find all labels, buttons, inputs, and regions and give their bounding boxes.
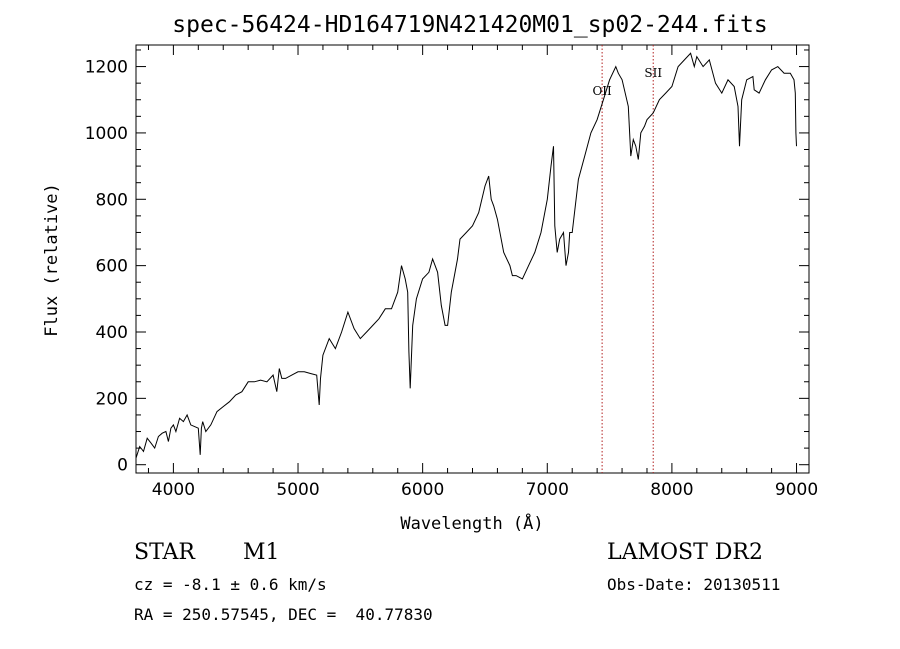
x-axis-label: Wavelength (Å)	[400, 512, 543, 534]
x-tick-label: 4000	[152, 480, 195, 500]
x-tick-label: 9000	[775, 480, 818, 500]
spectrum-line	[135, 52, 797, 459]
y-tick-label: 1000	[85, 124, 128, 144]
observation-date: Obs-Date: 20130511	[607, 575, 781, 594]
emission-line-label: OII	[592, 84, 612, 98]
coordinates: RA = 250.57545, DEC = 40.77830	[134, 605, 433, 624]
object-subclass: M1	[243, 540, 280, 565]
chart-title: spec-56424-HD164719N421420M01_sp02-244.f…	[172, 12, 767, 38]
redshift-cz: cz = -8.1 ± 0.6 km/s	[134, 575, 327, 594]
x-tick-label: 6000	[401, 480, 444, 500]
x-tick-label: 8000	[650, 480, 693, 500]
y-tick-label: 800	[96, 190, 128, 210]
y-tick-label: 1200	[85, 58, 128, 78]
y-tick-label: 600	[96, 257, 128, 277]
survey-name: LAMOST DR2	[607, 540, 763, 565]
plot-frame	[135, 44, 810, 474]
x-axis-ticks: 4000 5000 6000 7000 8000 9000	[147, 45, 818, 500]
y-tick-label: 200	[96, 389, 128, 409]
object-type: STAR	[134, 540, 195, 565]
x-tick-label: 5000	[276, 480, 319, 500]
y-axis-ticks: 0 200 400 600 800 1000 1200	[85, 49, 809, 476]
y-tick-label: 0	[117, 456, 128, 476]
y-axis-label: Flux (relative)	[42, 183, 62, 337]
line-markers: OII SII	[592, 45, 662, 473]
emission-line-label: SII	[644, 66, 662, 80]
x-tick-label: 7000	[526, 480, 569, 500]
y-tick-label: 400	[96, 323, 128, 343]
